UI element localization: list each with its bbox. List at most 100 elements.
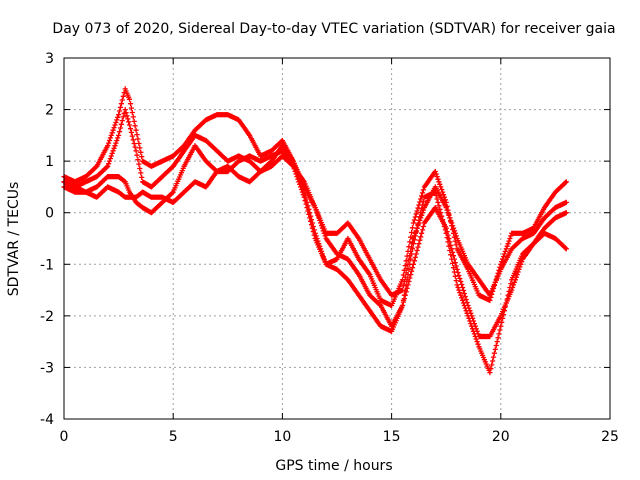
data-point <box>505 241 511 247</box>
data-point <box>419 206 425 212</box>
data-point <box>446 243 452 249</box>
data-point <box>501 251 507 257</box>
data-point <box>105 163 111 169</box>
data-point <box>106 137 113 144</box>
data-point <box>108 153 114 159</box>
data-point <box>445 239 451 245</box>
data-point <box>464 310 470 316</box>
data-point <box>437 181 443 187</box>
data-point <box>121 178 127 184</box>
data-point <box>459 295 465 301</box>
data-point <box>135 136 141 142</box>
data-point <box>410 220 416 226</box>
data-point <box>438 210 444 216</box>
data-point <box>453 263 459 269</box>
data-point <box>466 315 472 321</box>
data-point <box>108 132 114 138</box>
data-point <box>500 315 506 321</box>
data-point <box>119 97 125 103</box>
data-point <box>415 205 421 211</box>
data-point <box>305 208 311 214</box>
data-point <box>442 227 448 233</box>
data-point <box>562 245 568 251</box>
data-point <box>312 205 318 211</box>
data-point <box>473 336 479 342</box>
data-point <box>449 256 455 262</box>
data-point <box>435 176 441 182</box>
data-point <box>301 194 307 200</box>
data-point <box>295 176 301 182</box>
data-point <box>315 212 321 218</box>
data-point <box>134 132 140 138</box>
data-point <box>500 312 507 318</box>
y-tick-label: -4 <box>40 412 54 428</box>
data-point <box>139 174 145 180</box>
data-point <box>128 129 134 135</box>
data-point <box>496 331 502 337</box>
data-point <box>419 230 425 236</box>
data-point <box>490 358 496 364</box>
data-point <box>417 237 423 243</box>
data-point <box>307 215 313 221</box>
data-points <box>61 86 569 376</box>
data-point <box>399 302 406 309</box>
data-point <box>563 246 569 252</box>
data-point <box>112 143 118 149</box>
data-point <box>470 328 477 334</box>
data-point <box>128 105 134 111</box>
y-tick-label: 1 <box>45 154 54 170</box>
series-track-4 <box>61 143 569 376</box>
data-point <box>169 190 175 196</box>
data-point <box>440 192 447 198</box>
data-point <box>414 247 420 254</box>
data-point <box>456 272 462 279</box>
data-point <box>436 179 442 185</box>
series-track-1 <box>61 86 569 309</box>
data-point <box>127 126 134 132</box>
data-point <box>459 281 465 288</box>
data-point <box>400 283 406 289</box>
data-point <box>562 180 568 186</box>
data-point <box>113 140 119 146</box>
data-point <box>440 189 446 195</box>
data-point <box>444 235 450 241</box>
data-point <box>414 208 420 214</box>
data-point <box>138 170 144 176</box>
data-point <box>438 184 444 190</box>
data-point <box>506 288 512 294</box>
data-point <box>445 210 451 216</box>
data-point <box>319 225 325 231</box>
y-tick-label: 0 <box>45 206 54 222</box>
data-point <box>115 114 121 120</box>
data-point <box>452 260 458 266</box>
data-point <box>503 246 509 252</box>
data-point <box>106 158 113 164</box>
data-point <box>130 137 136 143</box>
data-point <box>419 193 425 199</box>
data-point <box>408 234 414 240</box>
data-point <box>409 240 416 246</box>
data-point <box>413 229 419 235</box>
data-point <box>318 220 324 226</box>
data-point <box>461 302 467 309</box>
data-point <box>432 189 438 195</box>
data-point <box>409 265 416 271</box>
data-point <box>309 225 315 231</box>
data-point <box>452 230 458 236</box>
data-point <box>125 116 131 122</box>
data-point <box>462 293 468 300</box>
data-point <box>502 304 508 310</box>
data-point <box>136 161 142 167</box>
data-point <box>409 229 415 236</box>
data-point <box>411 237 417 243</box>
data-point <box>515 269 521 275</box>
tick-labels: 0 5 10 15 20 25 -4 -3 -2 -1 0 1 2 3 <box>40 51 619 445</box>
data-point <box>418 210 424 216</box>
data-point <box>448 217 454 223</box>
data-point <box>511 279 518 285</box>
data-point <box>487 297 493 303</box>
data-point <box>417 199 423 205</box>
data-point <box>313 207 319 213</box>
data-point <box>460 284 466 291</box>
data-point <box>458 292 464 298</box>
